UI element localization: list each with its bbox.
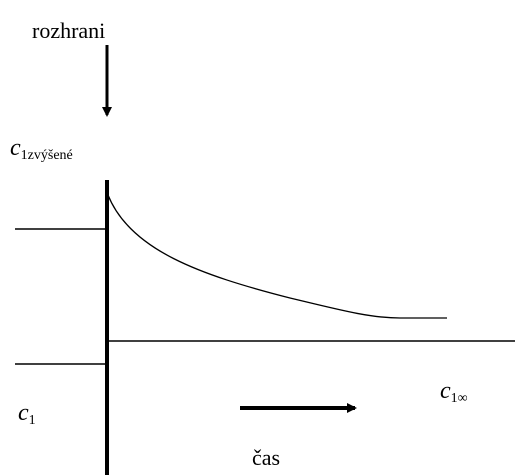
interface-label: rozhrani: [32, 18, 105, 43]
c-initial-label: c1: [18, 400, 36, 428]
time-label: čas: [252, 445, 280, 470]
c-infinity-label: c1∞: [440, 378, 468, 406]
c-raised-label: c1zvýšené: [10, 135, 73, 163]
concentration-curve: [107, 194, 447, 319]
